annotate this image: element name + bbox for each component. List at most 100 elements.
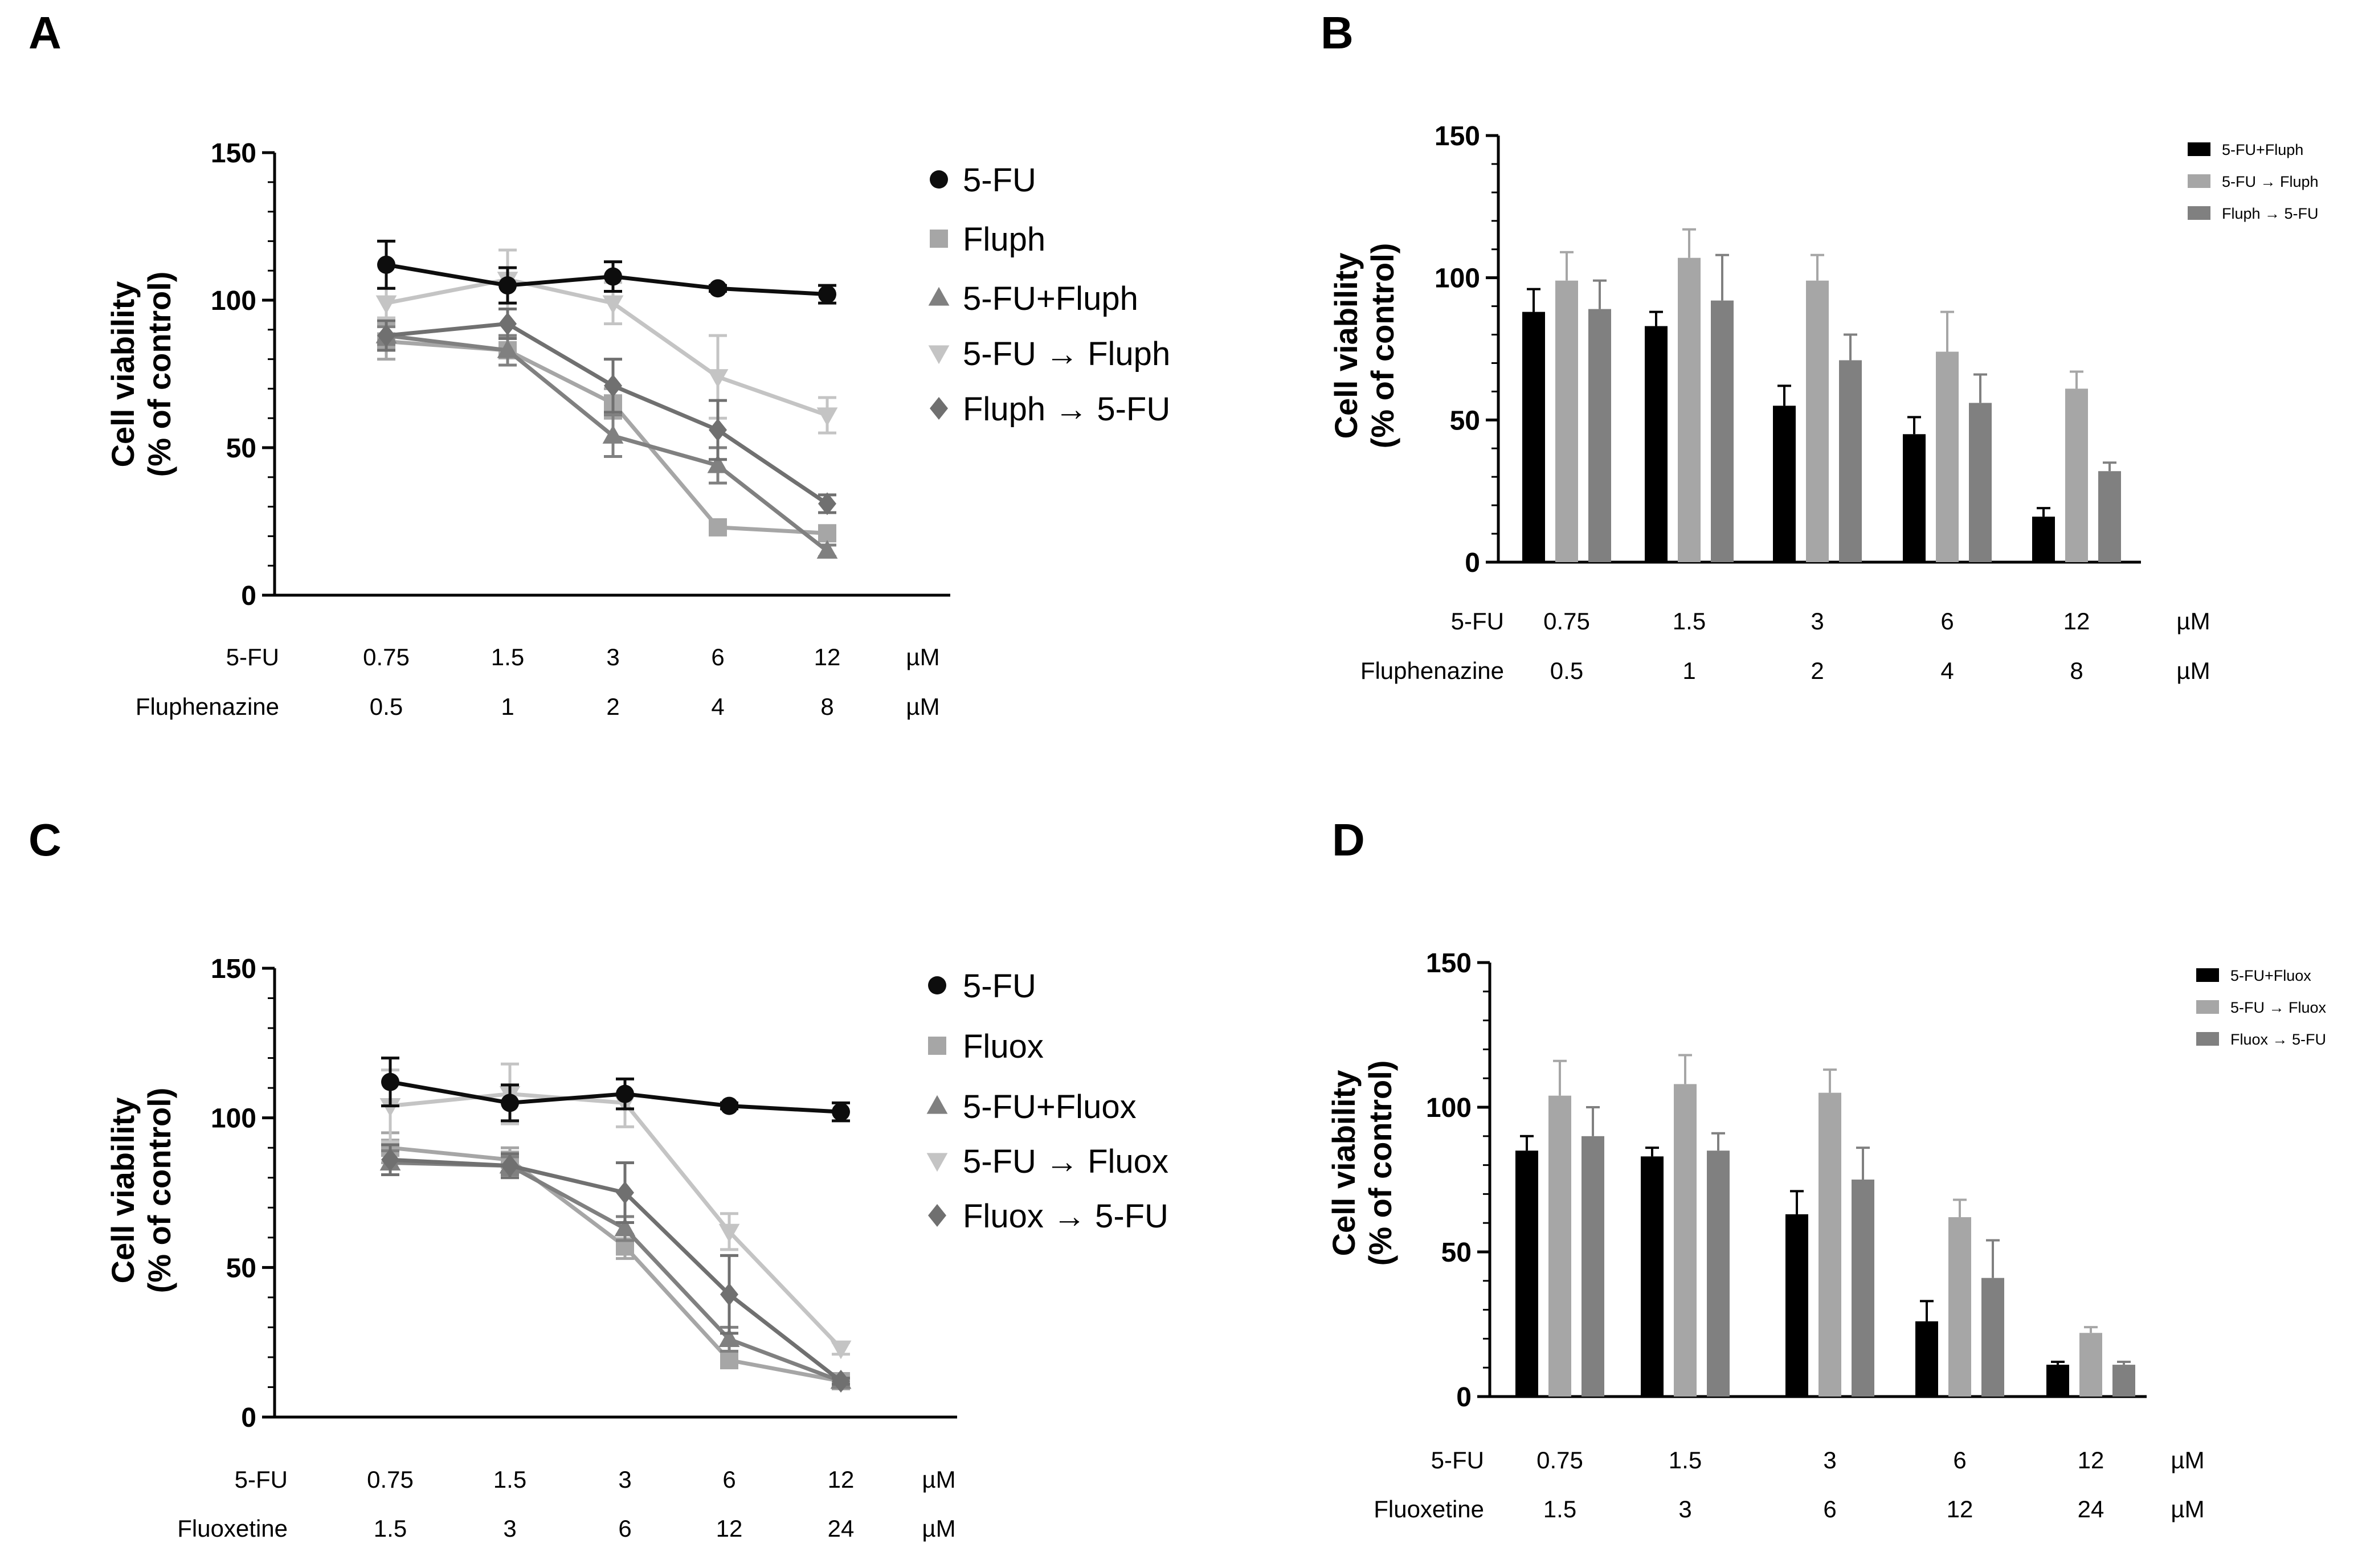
series-5-fu	[381, 1057, 850, 1123]
row1-unit: µM	[906, 644, 939, 670]
legend-marker	[928, 345, 950, 365]
data-point	[832, 1369, 850, 1393]
legend-entry: Fluox	[963, 1028, 1044, 1065]
y-axis-title-line2: (% of control)	[1362, 1061, 1398, 1266]
series-line	[390, 1157, 843, 1383]
row2-value: 1	[1682, 657, 1695, 684]
legend-marker	[930, 230, 948, 248]
bar	[1641, 1156, 1664, 1397]
row2-unit: µM	[2176, 657, 2210, 684]
series-fluox-then-5-fu	[1582, 1106, 2135, 1397]
row1-unit: µM	[2171, 1447, 2204, 1473]
data-point	[614, 1217, 636, 1237]
bar	[1707, 1151, 1730, 1397]
row2-label: Fluoxetine	[177, 1515, 288, 1542]
bar	[1522, 312, 1545, 562]
y-tick-label: 100	[211, 1104, 256, 1134]
y-tick-label: 100	[211, 286, 256, 316]
legend-entry: 5-FU	[963, 968, 1036, 1005]
bar	[1548, 1095, 1571, 1397]
bar	[1915, 1321, 1938, 1397]
row1-value: 3	[1811, 608, 1824, 634]
bar	[1773, 406, 1796, 562]
y-axis-title-line1: Cell viability	[1326, 1070, 1362, 1256]
legend-entry: Fluph → 5-FU	[2222, 205, 2319, 222]
legend-swatch	[2196, 1000, 2219, 1014]
data-point	[816, 540, 838, 559]
y-tick-label: 50	[226, 1253, 256, 1283]
chart-panel-b: B 0 50 100 150 Cell viability (% of control) 5-…	[1321, 7, 2319, 684]
row2-value: 24	[828, 1515, 855, 1542]
bar	[2098, 471, 2121, 562]
legend-entry: Fluox → 5-FU	[2230, 1031, 2326, 1048]
data-point	[498, 276, 517, 295]
data-point	[709, 518, 727, 537]
legend: 5-FU Fluph 5-FU+Fluph 5-FU → Fluph Fluph → 5…	[928, 162, 1170, 428]
series-5-fu-then-fluph	[1555, 228, 2088, 562]
row1-value: 12	[2063, 608, 2090, 634]
data-point	[707, 369, 729, 388]
y-axis-title-line1: Cell viability	[105, 1098, 141, 1284]
y-axis-title-line1: Cell viability	[105, 281, 141, 468]
data-point	[604, 374, 622, 398]
row2-unit: µM	[2171, 1496, 2204, 1522]
row2-value: 1.5	[1543, 1496, 1576, 1522]
bar	[1645, 326, 1668, 562]
row2-value: 6	[1823, 1496, 1836, 1522]
legend-marker	[930, 397, 948, 420]
bar	[1948, 1217, 1971, 1397]
data-point	[816, 407, 838, 427]
legend-entry: 5-FU → Fluox	[2230, 999, 2327, 1016]
series-5-fu	[377, 239, 836, 305]
series-line	[390, 1160, 842, 1383]
series-line	[390, 1145, 841, 1383]
series-5-fu-then-fluox	[1548, 1054, 2102, 1397]
legend: 5-FU+Fluph 5-FU → Fluph Fluph → 5-FU	[2188, 141, 2319, 222]
bar	[1806, 280, 1829, 562]
y-tick-label: 50	[1450, 406, 1480, 436]
chart-panel-a: A 0 50 100 150 Cell viability (% of control) 5-…	[28, 7, 1170, 720]
series-fluph-then-5-fu	[1588, 253, 2121, 562]
data-point	[709, 418, 727, 441]
legend-marker	[926, 1153, 948, 1172]
row2-value: 3	[503, 1515, 516, 1542]
row2-value: 12	[716, 1515, 743, 1542]
y-tick-label: 0	[1456, 1382, 1472, 1413]
row1-value: 0.75	[367, 1466, 414, 1493]
row2-value: 1.5	[374, 1515, 407, 1542]
row2-value: 4	[1940, 657, 1954, 684]
data-point	[616, 1237, 634, 1256]
row1-value: 1.5	[493, 1466, 526, 1493]
legend: 5-FU+Fluox 5-FU → Fluox Fluox → 5-FU	[2196, 967, 2327, 1048]
y-tick-label: 0	[1465, 548, 1480, 578]
y-axis-title-line1: Cell viability	[1328, 253, 1364, 439]
row2-value: 12	[1947, 1496, 1973, 1522]
legend-entry: Fluox → 5-FU	[963, 1198, 1168, 1235]
bar	[1903, 434, 1926, 562]
row2-value: 8	[820, 693, 833, 720]
row1-value: 6	[1940, 608, 1954, 634]
row1-label: 5-FU	[226, 644, 279, 670]
legend-marker	[928, 976, 946, 994]
row1-value: 1.5	[1669, 1447, 1702, 1473]
row2-value: 8	[2070, 657, 2083, 684]
data-point	[718, 1223, 740, 1243]
row1-value: 3	[1823, 1447, 1836, 1473]
series-5-fu-then-fluph	[375, 248, 838, 435]
data-point	[830, 1340, 852, 1360]
row2-value: 3	[1678, 1496, 1691, 1522]
data-point	[497, 339, 518, 358]
legend-marker	[928, 286, 950, 306]
row2-label: Fluoxetine	[1374, 1496, 1484, 1522]
bar	[1819, 1092, 1841, 1397]
row2-value: 2	[1811, 657, 1824, 684]
legend-swatch	[2188, 206, 2210, 220]
data-point	[720, 1096, 738, 1115]
legend-swatch	[2196, 968, 2219, 982]
legend-marker	[928, 1204, 946, 1227]
bar	[1936, 351, 1959, 562]
data-point	[616, 1084, 634, 1103]
row1-value: 3	[606, 644, 619, 670]
row2-value: 4	[711, 693, 724, 720]
bar	[1981, 1278, 2004, 1397]
